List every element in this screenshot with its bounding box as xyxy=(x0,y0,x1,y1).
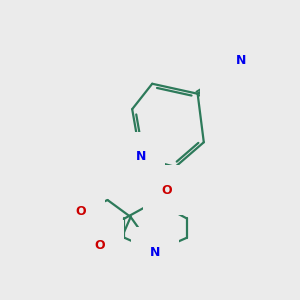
Text: N: N xyxy=(136,150,146,164)
Text: N: N xyxy=(236,54,246,67)
Text: N: N xyxy=(150,246,160,259)
Text: O: O xyxy=(161,184,172,196)
Text: O: O xyxy=(75,205,86,218)
Text: O: O xyxy=(94,239,105,252)
Text: C: C xyxy=(218,72,228,85)
